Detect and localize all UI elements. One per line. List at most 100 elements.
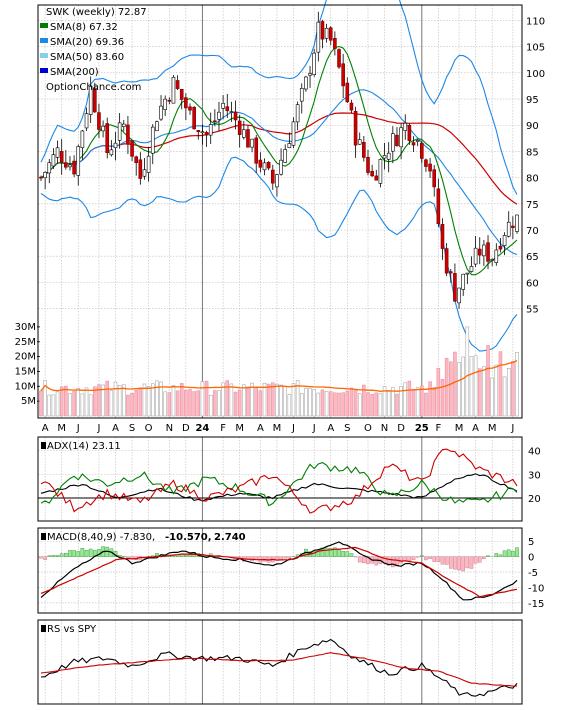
macd-histogram-bar-114	[511, 551, 514, 557]
candle-21	[126, 125, 129, 144]
volume-bar-105	[474, 356, 477, 416]
macd-histogram-bar-102	[462, 557, 465, 571]
volume-bar-59	[284, 386, 287, 416]
volume-bar-88	[404, 383, 407, 416]
macd-histogram-bar-77	[358, 557, 361, 562]
candle-16	[106, 124, 109, 153]
macd-histogram-bar-78	[362, 557, 365, 563]
volume-bar-73	[342, 393, 345, 416]
volume-bar-36	[189, 389, 192, 416]
candle-40	[205, 132, 208, 135]
legend-swatch-1	[40, 23, 48, 28]
candle-80	[371, 171, 374, 176]
volume-bar-94	[429, 382, 432, 416]
volume-bar-110	[495, 365, 498, 416]
x-label-5: S	[129, 423, 135, 434]
candle-9	[77, 147, 80, 176]
macd-histogram-bar-54	[263, 557, 266, 562]
volume-bar-76	[354, 390, 357, 416]
volume-bar-46	[230, 384, 233, 416]
candle-48	[238, 121, 241, 135]
candle-55	[267, 162, 270, 168]
x-label-12: A	[257, 423, 264, 434]
volume-bar-17	[110, 391, 113, 416]
legend-entry-2: SMA(20) 69.36	[50, 37, 124, 48]
candle-107	[482, 245, 485, 256]
candle-88	[404, 123, 407, 130]
candle-66	[313, 53, 316, 75]
price-tick-95: 95	[526, 95, 539, 106]
x-label-15: J	[312, 423, 316, 434]
candle-43	[217, 112, 220, 119]
volume-bar-74	[346, 391, 349, 416]
volume-bar-112	[503, 377, 506, 416]
macd-histogram-bar-89	[408, 557, 411, 561]
macd-histogram-bar-96	[437, 557, 440, 562]
volume-bar-81	[375, 393, 378, 416]
candle-17	[110, 150, 113, 155]
candle-4	[56, 148, 59, 158]
macd-histogram-bar-87	[400, 557, 403, 564]
candle-82	[379, 159, 382, 183]
volume-bar-92	[420, 386, 423, 416]
candle-1	[44, 172, 47, 178]
macd-histogram-bar-0	[39, 557, 42, 559]
volume-bar-4	[56, 392, 59, 416]
macd-histogram-bar-12	[89, 549, 92, 557]
macd-tick--5: -5	[528, 568, 538, 579]
candle-0	[40, 177, 43, 178]
volume-tick-4: 10M	[15, 381, 36, 392]
macd-tick-0: 0	[528, 553, 534, 564]
candle-106	[478, 249, 481, 255]
macd-histogram-bar-9	[77, 551, 80, 556]
candle-94	[429, 164, 432, 171]
candle-68	[321, 21, 324, 39]
x-label-21: 25	[415, 423, 429, 434]
adx-label-swatch	[41, 442, 46, 449]
candle-73	[342, 64, 345, 86]
volume-bar-57	[275, 384, 278, 416]
macd-tick-5: 5	[528, 537, 534, 548]
macd-histogram-bar-105	[474, 557, 477, 564]
macd-histogram-bar-113	[507, 550, 510, 557]
volume-bar-95	[433, 387, 436, 416]
volume-bar-37	[193, 392, 196, 416]
candle-78	[362, 142, 365, 157]
rs-series-1	[41, 653, 517, 686]
price-tick-70: 70	[526, 226, 539, 237]
volume-bar-18	[114, 382, 117, 416]
x-label-14: J	[291, 423, 295, 434]
candle-104	[470, 266, 473, 271]
candle-51	[251, 139, 254, 147]
candle-99	[449, 272, 452, 273]
candle-3	[52, 155, 55, 166]
macd-hist-label: 2.740	[214, 532, 246, 543]
candle-15	[102, 126, 105, 131]
volume-bar-75	[350, 388, 353, 416]
x-label-7: N	[166, 423, 173, 434]
candle-75	[350, 103, 353, 110]
candle-93	[424, 160, 427, 167]
volume-bar-11	[85, 388, 88, 416]
macd-histogram-bar-108	[486, 556, 489, 557]
price-tick-105: 105	[526, 43, 545, 54]
volume-bar-20	[122, 385, 125, 416]
x-label-22: F	[435, 423, 441, 434]
x-label-10: F	[220, 423, 226, 434]
volume-bar-100	[453, 352, 456, 416]
macd-histogram-bar-8	[73, 550, 76, 556]
macd-signal-label: -10.570,	[165, 532, 212, 543]
legend-entry-5: OptionChance.com	[46, 82, 141, 93]
volume-bar-84	[387, 390, 390, 416]
macd-label-swatch	[41, 533, 46, 540]
macd-histogram-bar-50	[246, 557, 249, 559]
macd-histogram-bar-59	[284, 557, 287, 558]
candle-30	[164, 99, 167, 109]
candle-85	[391, 134, 394, 152]
candle-31	[168, 100, 171, 101]
volume-bar-111	[499, 352, 502, 416]
candle-97	[441, 224, 444, 248]
volume-bar-58	[280, 385, 283, 416]
candle-25	[143, 170, 146, 176]
